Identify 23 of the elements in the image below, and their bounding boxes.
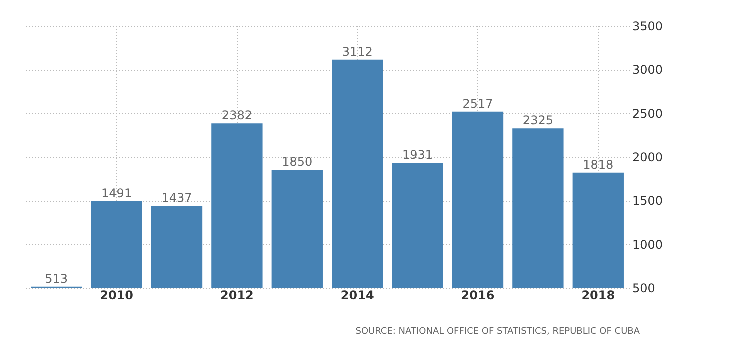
y-tick-label: 500 [632,282,656,296]
data-label: 513 [45,272,68,286]
x-tick-label: 2018 [582,288,616,302]
data-label: 2325 [522,114,554,128]
data-label: 1931 [402,148,434,162]
y-tick-label: 2500 [632,106,664,121]
x-tick-label: 2014 [340,288,374,302]
data-label: 1850 [282,155,313,170]
data-label: 3112 [342,44,373,59]
data-label: 1491 [102,186,132,200]
data-label: 1437 [162,191,192,206]
y-tick-label: 3500 [632,20,664,34]
x-tick-label: 2010 [100,288,134,302]
data-label: 1818 [583,158,614,172]
x-tick-label: 2012 [220,288,254,302]
y-tick-label: 1500 [632,194,664,208]
x-tick-label: 2016 [461,288,495,302]
data-label: 2517 [462,96,494,111]
y-tick-label: 1000 [632,238,664,252]
y-tick-label: 3000 [632,63,664,78]
data-label: 2382 [222,108,252,123]
y-tick-label: 2000 [632,150,664,164]
source-note: SOURCE: NATIONAL OFFICE OF STATISTICS, REPUBLIC OF CUBA [356,327,641,337]
